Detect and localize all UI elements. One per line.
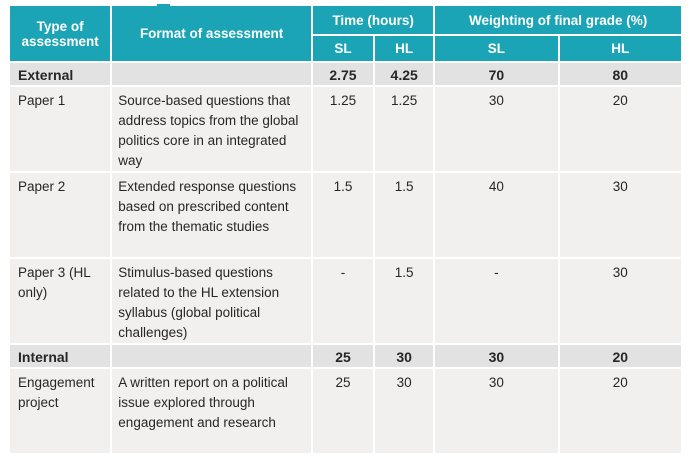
- weight-hl-cell: 20: [559, 87, 681, 171]
- header-sub-row: SL HL SL HL: [10, 36, 681, 61]
- time-sl-cell: 2.75: [312, 63, 374, 85]
- table-row-paper-2: Paper 2 Extended response questions base…: [10, 173, 681, 257]
- header-time-sl: SL: [312, 36, 374, 61]
- time-sl-cell: 1.25: [312, 87, 374, 171]
- header-time-hours: Time (hours): [312, 6, 434, 34]
- page: Type of assessment Format of assessment …: [0, 4, 691, 469]
- header-time-hl: HL: [375, 36, 434, 61]
- assessment-type-cell: Paper 1: [10, 87, 111, 171]
- weight-hl-cell: 80: [559, 63, 681, 85]
- time-hl-cell: 30: [375, 369, 434, 453]
- format-cell: Extended response questions based on pre…: [112, 173, 311, 257]
- format-cell: [112, 345, 311, 367]
- weight-sl-cell: 40: [435, 173, 558, 257]
- header-weight-hl: HL: [559, 36, 681, 61]
- cropped-heading-artifact: [157, 4, 170, 7]
- weight-hl-cell: 30: [559, 173, 681, 257]
- time-sl-cell: 25: [312, 345, 374, 367]
- time-hl-cell: 1.5: [375, 173, 434, 257]
- header-type-of-assessment: Type of assessment: [10, 6, 111, 61]
- format-cell: Source-based questions that address topi…: [112, 87, 311, 171]
- table-row-engagement-project: Engagement project A written report on a…: [10, 369, 681, 453]
- time-hl-cell: 30: [375, 345, 434, 367]
- weight-sl-cell: 30: [435, 369, 558, 453]
- weight-hl-cell: 20: [559, 369, 681, 453]
- assessment-type-cell: Paper 2: [10, 173, 111, 257]
- assessment-table: Type of assessment Format of assessment …: [8, 4, 683, 455]
- time-sl-cell: 1.5: [312, 173, 374, 257]
- assessment-type-cell: Engagement project: [10, 369, 111, 453]
- weight-sl-cell: 70: [435, 63, 558, 85]
- time-sl-cell: 25: [312, 369, 374, 453]
- format-cell: [112, 63, 311, 85]
- table-row-internal: Internal 25 30 30 20: [10, 345, 681, 367]
- assessment-type-cell: Internal: [10, 345, 111, 367]
- header-format-of-assessment: Format of assessment: [112, 6, 311, 61]
- assessment-type-cell: Paper 3 (HL only): [10, 259, 111, 343]
- table-row-external: External 2.75 4.25 70 80: [10, 63, 681, 85]
- header-weight-sl: SL: [435, 36, 558, 61]
- table-row-paper-3: Paper 3 (HL only) Stimulus-based questio…: [10, 259, 681, 343]
- time-sl-cell: -: [312, 259, 374, 343]
- weight-sl-cell: -: [435, 259, 558, 343]
- time-hl-cell: 1.25: [375, 87, 434, 171]
- format-cell: A written report on a political issue ex…: [112, 369, 311, 453]
- weight-hl-cell: 30: [559, 259, 681, 343]
- weight-sl-cell: 30: [435, 87, 558, 171]
- assessment-type-cell: External: [10, 63, 111, 85]
- format-cell: Stimulus-based questions related to the …: [112, 259, 311, 343]
- header-group-row: Type of assessment Format of assessment …: [10, 6, 681, 61]
- table-row-paper-1: Paper 1 Source-based questions that addr…: [10, 87, 681, 171]
- weight-sl-cell: 30: [435, 345, 558, 367]
- time-hl-cell: 1.5: [375, 259, 434, 343]
- weight-hl-cell: 20: [559, 345, 681, 367]
- header-weighting: Weighting of final grade (%): [435, 6, 681, 34]
- time-hl-cell: 4.25: [375, 63, 434, 85]
